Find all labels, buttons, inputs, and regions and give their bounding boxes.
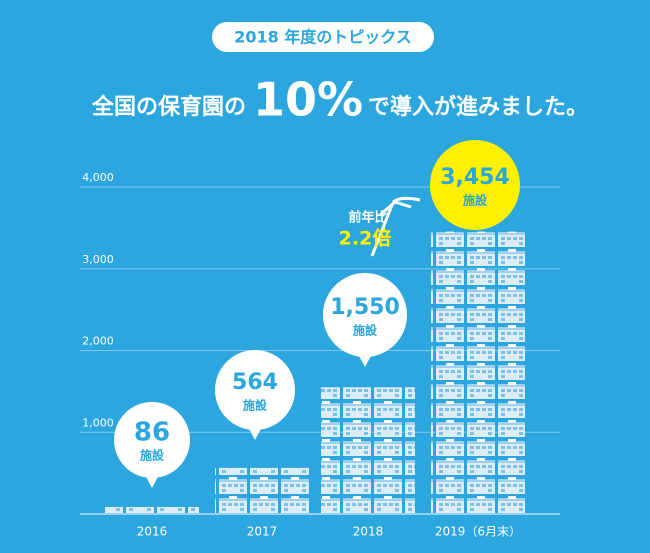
badge [212, 22, 434, 52]
value-label: 564 [232, 370, 278, 395]
headline: 全国の保育園の [91, 94, 246, 120]
y-tick-label: 1,000 [82, 416, 114, 429]
badge-text: 2018 年度のトピックス [234, 28, 412, 47]
value-label: 86 [134, 418, 170, 448]
unit-label: 施設 [243, 398, 268, 413]
y-tick-label: 4,000 [82, 171, 114, 184]
value-label: 3,454 [440, 165, 510, 190]
x-tick-label: 2016 [137, 525, 168, 539]
bubble [430, 140, 520, 230]
headline-highlight: 10% [253, 73, 363, 127]
bubble-pointer [248, 427, 262, 440]
bubble [323, 273, 407, 357]
y-tick-label: 2,000 [82, 335, 114, 348]
unit-label: 施設 [140, 448, 165, 463]
headline: で導入が進みました。 [368, 94, 588, 120]
bubble [114, 402, 190, 478]
y-tick-label: 3,000 [82, 253, 114, 266]
bar [321, 387, 415, 514]
x-tick-label: 2019（6月末） [435, 525, 521, 539]
bubble-pointer [358, 354, 372, 367]
value-label: 1,550 [330, 295, 400, 320]
x-tick-label: 2018 [353, 525, 384, 539]
arrow [370, 196, 421, 257]
bubble-pointer [145, 475, 159, 488]
annotation: 前年比 [348, 210, 387, 226]
unit-label: 施設 [463, 193, 488, 208]
annotation-ratio: 2.2倍 [339, 227, 392, 250]
bar [105, 506, 199, 514]
bubble [215, 350, 295, 430]
bar [431, 231, 525, 514]
x-tick-label: 2017 [247, 525, 278, 539]
bar [215, 467, 309, 514]
unit-label: 施設 [353, 323, 378, 338]
